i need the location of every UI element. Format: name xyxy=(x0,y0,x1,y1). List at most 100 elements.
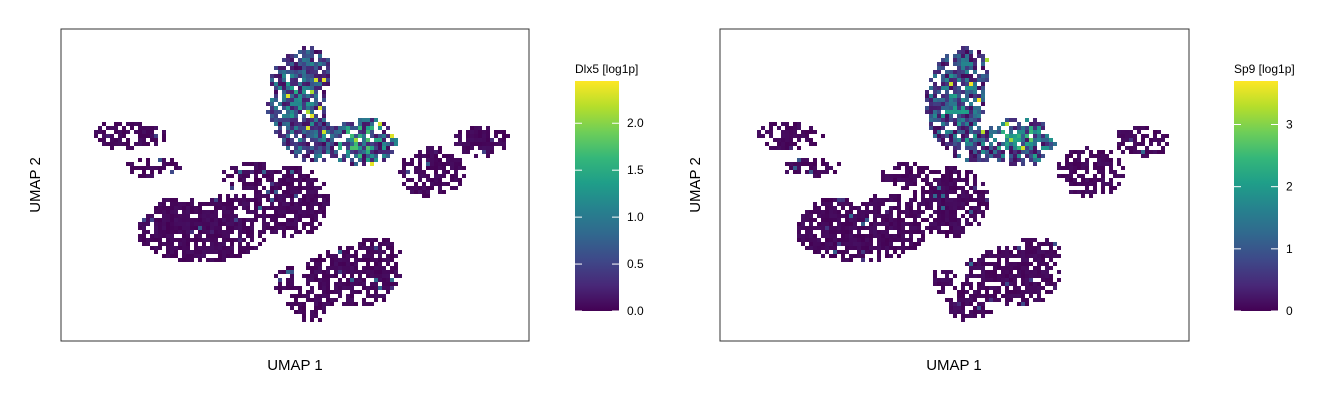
cell-point xyxy=(969,50,973,54)
cell-point xyxy=(1085,166,1089,170)
cell-point xyxy=(1117,142,1121,146)
cell-point xyxy=(334,150,338,154)
cell-point xyxy=(1121,130,1125,134)
cell-point xyxy=(841,234,845,238)
cell-point xyxy=(226,234,230,238)
cell-point xyxy=(985,294,989,298)
cell-point xyxy=(306,222,310,226)
colorbar-tick-label: 0 xyxy=(1286,304,1293,318)
cell-point xyxy=(286,166,290,170)
cell-point xyxy=(198,202,202,206)
cell-point xyxy=(334,286,338,290)
cell-point xyxy=(1005,266,1009,270)
cell-point xyxy=(346,270,350,274)
cell-point xyxy=(198,214,202,218)
cell-point xyxy=(458,178,462,182)
cell-point xyxy=(985,190,989,194)
cell-point xyxy=(290,74,294,78)
cell-point xyxy=(286,118,290,122)
cell-point xyxy=(1017,130,1021,134)
cell-point xyxy=(1157,130,1161,134)
cell-point xyxy=(949,78,953,82)
cell-point xyxy=(326,66,330,70)
cell-point xyxy=(1005,286,1009,290)
cell-point xyxy=(785,138,789,142)
cell-point xyxy=(222,238,226,242)
cell-point xyxy=(845,198,849,202)
cell-point xyxy=(382,278,386,282)
cell-point xyxy=(310,178,314,182)
cell-point xyxy=(905,182,909,186)
cell-point xyxy=(941,82,945,86)
cell-point xyxy=(298,306,302,310)
cell-point xyxy=(797,238,801,242)
cell-point xyxy=(973,186,977,190)
cell-point xyxy=(318,254,322,258)
cell-point xyxy=(334,134,338,138)
cell-point xyxy=(294,298,298,302)
cell-point xyxy=(310,70,314,74)
cell-point xyxy=(390,142,394,146)
cell-point xyxy=(957,110,961,114)
cell-point xyxy=(282,134,286,138)
cell-point xyxy=(182,242,186,246)
cell-point xyxy=(194,206,198,210)
cell-point xyxy=(222,206,226,210)
cell-point xyxy=(957,290,961,294)
cell-point xyxy=(230,214,234,218)
cell-point xyxy=(997,254,1001,258)
cell-point xyxy=(909,166,913,170)
cell-point xyxy=(230,210,234,214)
cell-point xyxy=(869,210,873,214)
cell-point xyxy=(949,174,953,178)
cell-point xyxy=(426,186,430,190)
cell-point xyxy=(885,222,889,226)
cell-point xyxy=(178,222,182,226)
cell-point xyxy=(206,234,210,238)
cell-point xyxy=(865,242,869,246)
cell-point xyxy=(837,202,841,206)
cell-point xyxy=(330,126,334,130)
cell-point xyxy=(945,282,949,286)
cell-point xyxy=(374,262,378,266)
cell-point xyxy=(230,242,234,246)
cell-point xyxy=(865,246,869,250)
cell-point xyxy=(330,290,334,294)
cell-point xyxy=(969,110,973,114)
cell-point xyxy=(378,294,382,298)
cell-point xyxy=(162,210,166,214)
cell-point xyxy=(310,190,314,194)
cell-point xyxy=(270,170,274,174)
cell-point xyxy=(857,206,861,210)
cell-point xyxy=(290,198,294,202)
cell-point xyxy=(418,166,422,170)
cell-point xyxy=(350,162,354,166)
cell-point xyxy=(194,222,198,226)
cell-point xyxy=(238,174,242,178)
cell-point xyxy=(290,306,294,310)
cell-point xyxy=(1009,294,1013,298)
cell-point xyxy=(877,246,881,250)
cell-point xyxy=(422,174,426,178)
cell-point xyxy=(853,234,857,238)
cell-point xyxy=(917,242,921,246)
cell-point xyxy=(370,126,374,130)
cell-point xyxy=(1061,166,1065,170)
cell-point xyxy=(342,286,346,290)
cell-point xyxy=(142,242,146,246)
cell-point xyxy=(973,110,977,114)
cell-point xyxy=(302,306,306,310)
cell-point xyxy=(873,222,877,226)
cell-point xyxy=(414,170,418,174)
cell-point xyxy=(206,246,210,250)
cell-point xyxy=(977,306,981,310)
cell-point xyxy=(1153,138,1157,142)
cell-point xyxy=(777,126,781,130)
cell-point xyxy=(1053,250,1057,254)
cell-point xyxy=(358,122,362,126)
cell-point xyxy=(1121,166,1125,170)
cell-point xyxy=(817,174,821,178)
cell-point xyxy=(957,306,961,310)
cell-point xyxy=(833,234,837,238)
cell-point xyxy=(909,210,913,214)
